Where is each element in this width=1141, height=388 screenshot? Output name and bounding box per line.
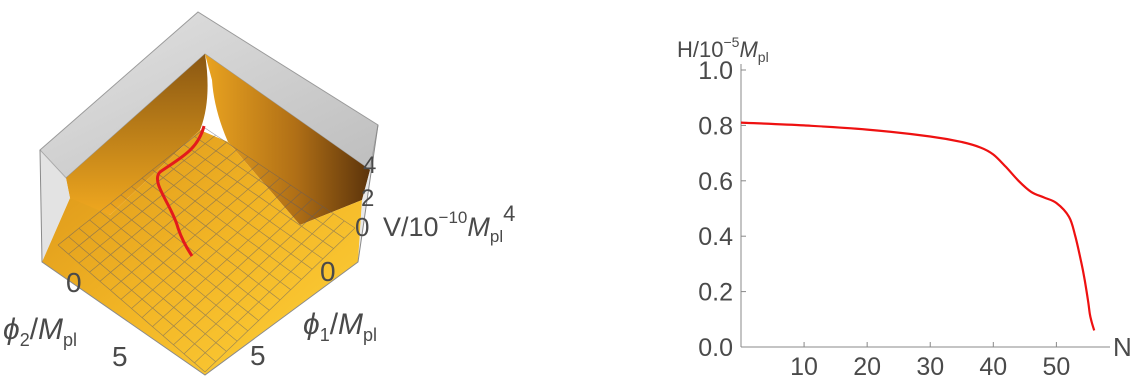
mesh-line [78, 228, 227, 352]
z-tick-0: 0 [355, 212, 369, 242]
mesh-line [141, 184, 291, 318]
y-tick-label: 0.6 [698, 168, 733, 196]
x-ticks: 10 20 30 40 50 [790, 342, 1070, 381]
mesh-line [120, 194, 270, 311]
x-tick-label: 20 [853, 353, 881, 381]
mesh-line [57, 244, 206, 373]
phi2-axis-label: ϕ2/Mpl [3, 313, 77, 350]
y-tick-label: 0.4 [698, 223, 733, 251]
mesh-line [99, 211, 249, 332]
phi2-tick-5: 5 [112, 341, 128, 372]
box-left-face [40, 150, 70, 262]
x-tick-label: 30 [916, 353, 944, 381]
y-tick-label: 0.8 [698, 112, 733, 140]
mesh-line [110, 202, 259, 321]
y-ticks: 0.0 0.2 0.4 0.6 0.8 1.0 [698, 57, 746, 362]
mesh-line [194, 220, 345, 364]
x-tick-label: 10 [790, 353, 818, 381]
y-tick-label: 1.0 [698, 57, 733, 85]
mesh-line [131, 186, 281, 301]
mesh-line [68, 236, 216, 362]
x-tick-label: 40 [979, 353, 1007, 381]
surface-plot: 4 2 0 V/10−10Mpl4 0 5 ϕ2/Mpl 0 5 ϕ1/Mpl [3, 11, 515, 376]
z-axis-label: V/10−10Mpl4 [383, 201, 515, 246]
surface-back-left-wall [66, 54, 208, 215]
mesh-line [89, 219, 238, 342]
mesh-line [152, 192, 302, 327]
phi2-tick-0: 0 [66, 267, 82, 298]
box-frame [39, 124, 379, 376]
hubble-line-chart: H/10−5Mpl 0.00.20.40.60.81.0 10 20 30 40 50 … [677, 34, 1132, 381]
mesh-line [183, 213, 334, 355]
x-tick-label: 50 [1042, 353, 1070, 381]
mesh-line [173, 206, 324, 346]
mesh-line [162, 199, 313, 336]
mesh-line [204, 227, 356, 373]
hubble-curve [740, 121, 1096, 331]
phi1-tick-5: 5 [250, 340, 266, 371]
y-tick-label: 0.0 [698, 334, 733, 362]
line-chart-title: H/10−5Mpl [677, 34, 769, 65]
surface-back-right-wall [205, 54, 370, 225]
surface-floor [42, 130, 362, 375]
phi1-axis-label: ϕ1/Mpl [303, 308, 377, 345]
z-tick-2: 2 [361, 185, 374, 212]
y-tick-label: 0.2 [698, 279, 733, 307]
field-trajectory [156, 125, 206, 257]
x-axis-label: N [1113, 332, 1132, 362]
z-tick-4: 4 [363, 152, 376, 179]
surface-mesh [57, 127, 356, 373]
phi1-tick-0: 0 [320, 256, 336, 287]
